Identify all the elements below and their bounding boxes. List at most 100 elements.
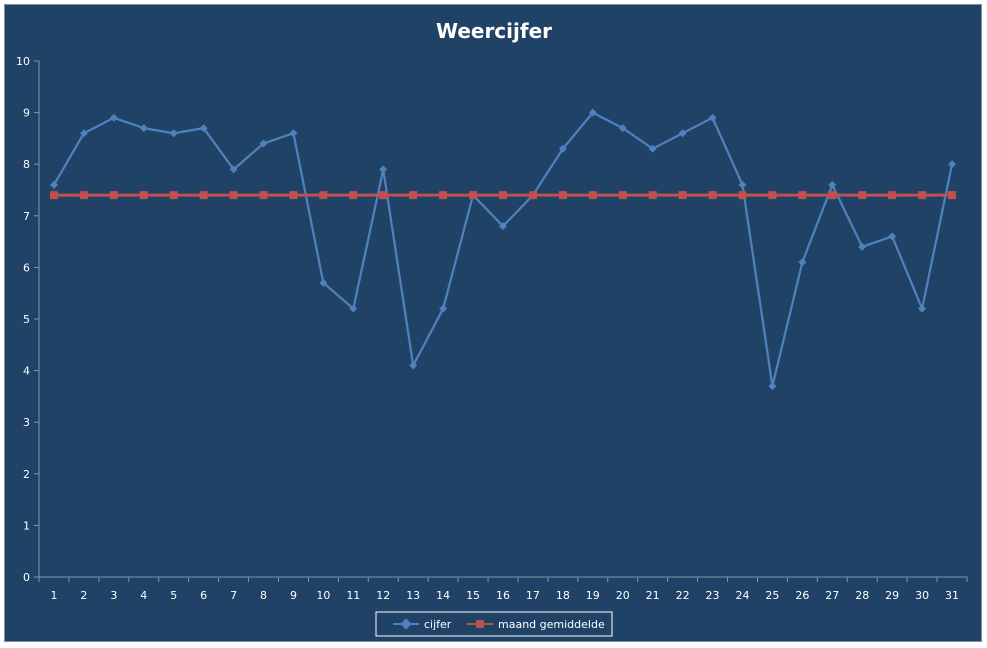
legend: cijfer maand gemiddelde: [375, 611, 613, 637]
data-point-maand-gemiddelde: [349, 191, 358, 200]
legend-label-maand-gemiddelde: maand gemiddelde: [498, 618, 605, 631]
data-point-maand-gemiddelde: [768, 191, 777, 200]
x-tick-label: 31: [945, 589, 959, 602]
legend-label-cijfer: cijfer: [424, 618, 452, 631]
data-point-cijfer: [678, 129, 687, 138]
x-tick-label: 16: [496, 589, 510, 602]
data-point-cijfer: [798, 258, 807, 267]
y-tick-label: 8: [23, 158, 30, 171]
data-point-cijfer: [948, 160, 957, 169]
y-tick-label: 6: [23, 261, 30, 274]
data-point-maand-gemiddelde: [109, 191, 118, 200]
data-point-maand-gemiddelde: [439, 191, 448, 200]
data-point-cijfer: [319, 278, 328, 287]
data-point-maand-gemiddelde: [169, 191, 178, 200]
data-point-cijfer: [379, 165, 388, 174]
x-tick-label: 24: [735, 589, 749, 602]
data-point-maand-gemiddelde: [828, 191, 837, 200]
data-point-cijfer: [49, 180, 58, 189]
data-point-maand-gemiddelde: [558, 191, 567, 200]
data-point-maand-gemiddelde: [229, 191, 238, 200]
x-tick-label: 18: [556, 589, 570, 602]
x-tick-label: 13: [406, 589, 420, 602]
x-tick-label: 14: [436, 589, 450, 602]
data-point-maand-gemiddelde: [798, 191, 807, 200]
y-tick-label: 5: [23, 313, 30, 326]
data-point-cijfer: [199, 124, 208, 133]
data-point-cijfer: [229, 165, 238, 174]
legend-marker-cijfer: [400, 618, 412, 630]
data-point-cijfer: [768, 382, 777, 391]
y-tick-label: 9: [23, 107, 30, 120]
data-point-cijfer: [289, 129, 298, 138]
data-point-maand-gemiddelde: [379, 191, 388, 200]
x-tick-label: 10: [316, 589, 330, 602]
data-point-cijfer: [828, 180, 837, 189]
x-tick-label: 8: [260, 589, 267, 602]
chart-area: Weercijfer 0 1 2 3 4 5 6 7 8 9 10 1 2 3 4 5 6 7 8 9 10 11 12 13…: [4, 4, 982, 642]
data-point-maand-gemiddelde: [409, 191, 418, 200]
data-point-maand-gemiddelde: [528, 191, 537, 200]
y-tick-label: 7: [23, 210, 30, 223]
data-point-maand-gemiddelde: [79, 191, 88, 200]
x-tick-label: 22: [676, 589, 690, 602]
data-point-cijfer: [558, 144, 567, 153]
x-tick-label: 29: [885, 589, 899, 602]
data-point-cijfer: [439, 304, 448, 313]
data-point-cijfer: [109, 113, 118, 122]
data-point-cijfer: [588, 108, 597, 117]
data-point-cijfer: [79, 129, 88, 138]
data-point-cijfer: [738, 180, 747, 189]
data-point-maand-gemiddelde: [499, 191, 507, 200]
x-tick-label: 20: [616, 589, 630, 602]
x-tick-label: 1: [50, 589, 57, 602]
x-tick-label: 21: [646, 589, 660, 602]
data-point-maand-gemiddelde: [49, 191, 58, 200]
data-point-cijfer: [648, 144, 657, 153]
data-point-maand-gemiddelde: [738, 191, 747, 200]
data-point-maand-gemiddelde: [888, 191, 897, 200]
y-tick-label: 2: [23, 468, 30, 481]
data-point-maand-gemiddelde: [289, 191, 298, 200]
y-tick-label: 1: [23, 519, 30, 532]
x-tick-label: 2: [80, 589, 87, 602]
data-point-maand-gemiddelde: [469, 191, 478, 200]
data-point-cijfer: [918, 304, 927, 313]
data-point-cijfer: [409, 361, 418, 370]
legend-box: [375, 611, 613, 637]
data-point-maand-gemiddelde: [918, 191, 927, 200]
y-tick-label: 3: [23, 416, 30, 429]
x-tick-label: 30: [915, 589, 929, 602]
x-tick-label: 6: [200, 589, 207, 602]
data-point-maand-gemiddelde: [588, 191, 597, 200]
data-point-cijfer: [888, 232, 897, 241]
x-tick-label: 17: [526, 589, 540, 602]
data-point-cijfer: [499, 222, 507, 231]
x-tick-label: 5: [170, 589, 177, 602]
data-point-maand-gemiddelde: [858, 191, 867, 200]
y-tick-label: 10: [16, 55, 30, 68]
data-point-cijfer: [349, 304, 358, 313]
data-point-cijfer: [618, 124, 627, 133]
data-point-cijfer: [858, 242, 867, 251]
data-point-maand-gemiddelde: [648, 191, 657, 200]
data-point-maand-gemiddelde: [948, 191, 957, 200]
data-point-maand-gemiddelde: [139, 191, 148, 200]
data-point-cijfer: [259, 139, 268, 148]
x-tick-label: 3: [110, 589, 117, 602]
data-point-maand-gemiddelde: [618, 191, 627, 200]
x-tick-label: 27: [825, 589, 839, 602]
x-tick-label: 4: [140, 589, 147, 602]
series-line-cijfer: [52, 111, 954, 388]
x-tick-label: 23: [706, 589, 720, 602]
data-point-cijfer: [708, 113, 717, 122]
data-point-cijfer: [169, 129, 178, 138]
legend-marker-maand-gemiddelde: [476, 620, 484, 628]
data-point-cijfer: [139, 124, 148, 133]
y-tick-label: 4: [23, 365, 30, 378]
x-tick-label: 19: [586, 589, 600, 602]
data-point-maand-gemiddelde: [708, 191, 717, 200]
data-point-maand-gemiddelde: [199, 191, 208, 200]
x-tick-label: 11: [346, 589, 360, 602]
